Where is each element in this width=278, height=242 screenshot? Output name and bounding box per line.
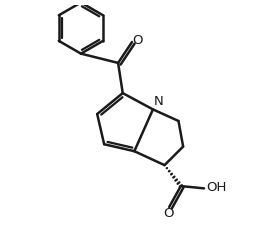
Text: OH: OH [207,181,227,194]
Text: N: N [154,95,164,108]
Text: O: O [163,207,173,220]
Text: O: O [133,34,143,47]
